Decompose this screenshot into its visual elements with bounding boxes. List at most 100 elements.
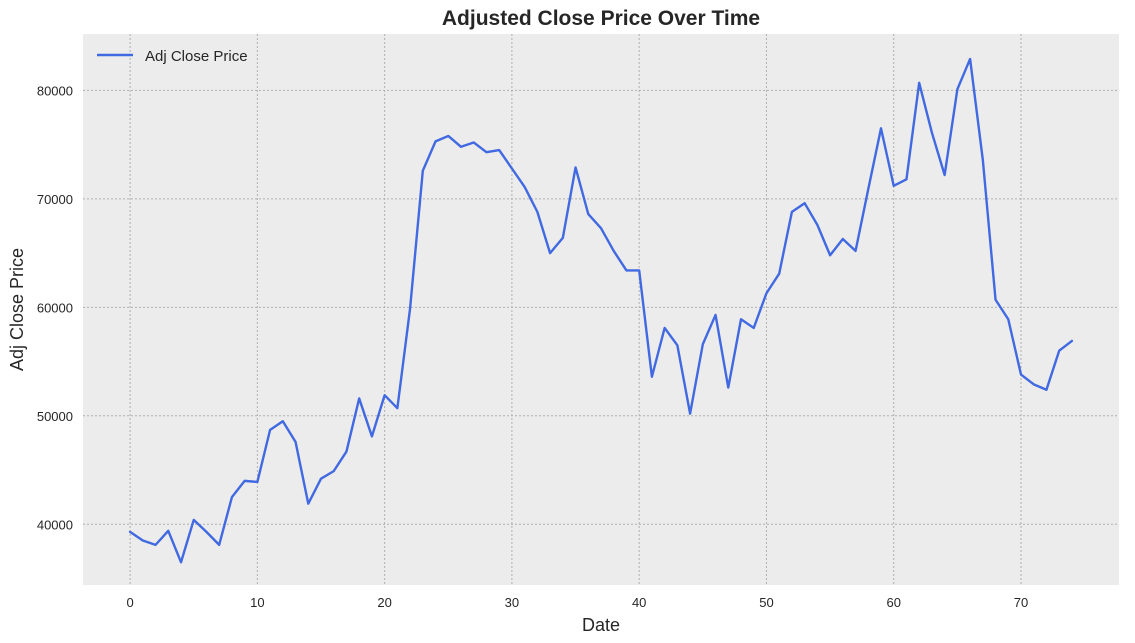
- y-tick-label: 60000: [37, 300, 73, 315]
- data-point: [307, 502, 309, 504]
- y-axis-label: Adj Close Price: [7, 248, 27, 371]
- data-point: [702, 343, 704, 345]
- data-point: [142, 539, 144, 541]
- data-point: [243, 480, 245, 482]
- data-point: [282, 420, 284, 422]
- y-tick-label: 50000: [37, 409, 73, 424]
- x-tick-label: 50: [759, 595, 773, 610]
- data-point: [460, 146, 462, 148]
- data-point: [727, 386, 729, 388]
- y-tick-label: 40000: [37, 517, 73, 532]
- data-point: [345, 450, 347, 452]
- data-point: [753, 327, 755, 329]
- x-axis-label: Date: [582, 615, 620, 635]
- data-point: [663, 327, 665, 329]
- x-tick-label: 0: [126, 595, 133, 610]
- x-tick-label: 20: [377, 595, 391, 610]
- data-point: [434, 140, 436, 142]
- data-point: [167, 530, 169, 532]
- series-layer: [128, 57, 1074, 564]
- data-point: [918, 82, 920, 84]
- data-point: [1058, 350, 1060, 352]
- data-point: [383, 394, 385, 396]
- data-point: [600, 227, 602, 229]
- x-tick-label: 40: [632, 595, 646, 610]
- data-point: [905, 178, 907, 180]
- x-tick-label: 30: [505, 595, 519, 610]
- data-point: [638, 269, 640, 271]
- series-line: [128, 57, 1074, 564]
- data-point: [396, 407, 398, 409]
- data-point: [193, 519, 195, 521]
- data-point: [625, 269, 627, 271]
- data-point: [485, 151, 487, 153]
- data-point: [333, 470, 335, 472]
- data-point: [982, 159, 984, 161]
- data-point: [854, 250, 856, 252]
- data-point: [523, 186, 525, 188]
- data-point: [574, 166, 576, 168]
- data-point: [447, 135, 449, 137]
- data-point: [1007, 318, 1009, 320]
- data-point: [994, 299, 996, 301]
- data-point: [511, 167, 513, 169]
- data-point: [1020, 373, 1022, 375]
- data-point: [1045, 389, 1047, 391]
- data-point: [205, 531, 207, 533]
- data-point: [829, 254, 831, 256]
- data-point: [180, 561, 182, 563]
- data-point: [803, 202, 805, 204]
- data-point: [867, 188, 869, 190]
- y-axis-ticks: 40000 50000 60000 70000 80000: [37, 83, 73, 532]
- data-point: [498, 149, 500, 151]
- data-point: [320, 478, 322, 480]
- data-point: [154, 544, 156, 546]
- data-point: [269, 429, 271, 431]
- data-point: [129, 531, 131, 533]
- data-point: [893, 185, 895, 187]
- data-point: [473, 141, 475, 143]
- data-point: [371, 435, 373, 437]
- legend: Adj Close Price: [97, 48, 248, 65]
- data-point: [231, 496, 233, 498]
- data-point: [651, 376, 653, 378]
- data-point: [1071, 340, 1073, 342]
- data-point: [969, 58, 971, 60]
- data-point: [358, 397, 360, 399]
- data-point: [562, 237, 564, 239]
- data-point: [613, 250, 615, 252]
- x-tick-label: 10: [250, 595, 264, 610]
- data-point: [740, 318, 742, 320]
- data-point: [422, 169, 424, 171]
- data-point: [689, 412, 691, 414]
- chart-title: Adjusted Close Price Over Time: [442, 7, 760, 30]
- data-point: [816, 224, 818, 226]
- data-point: [880, 127, 882, 129]
- x-tick-label: 70: [1014, 595, 1028, 610]
- data-point: [676, 344, 678, 346]
- data-point: [587, 213, 589, 215]
- data-point: [409, 307, 411, 309]
- grid: [83, 34, 1119, 585]
- x-axis-ticks: 0 10 20 30 40 50 60 70: [126, 595, 1028, 610]
- y-tick-label: 80000: [37, 83, 73, 98]
- data-point: [791, 211, 793, 213]
- data-point: [1033, 383, 1035, 385]
- y-tick-label: 70000: [37, 192, 73, 207]
- data-point: [714, 314, 716, 316]
- data-point: [218, 544, 220, 546]
- data-point: [536, 211, 538, 213]
- x-tick-label: 60: [886, 595, 900, 610]
- data-point: [778, 273, 780, 275]
- data-point: [549, 252, 551, 254]
- data-point: [956, 88, 958, 90]
- data-point: [294, 441, 296, 443]
- data-point: [256, 481, 258, 483]
- legend-label: Adj Close Price: [145, 48, 248, 65]
- data-point: [842, 238, 844, 240]
- plot-area: [83, 34, 1119, 585]
- data-point: [943, 174, 945, 176]
- data-point: [765, 292, 767, 294]
